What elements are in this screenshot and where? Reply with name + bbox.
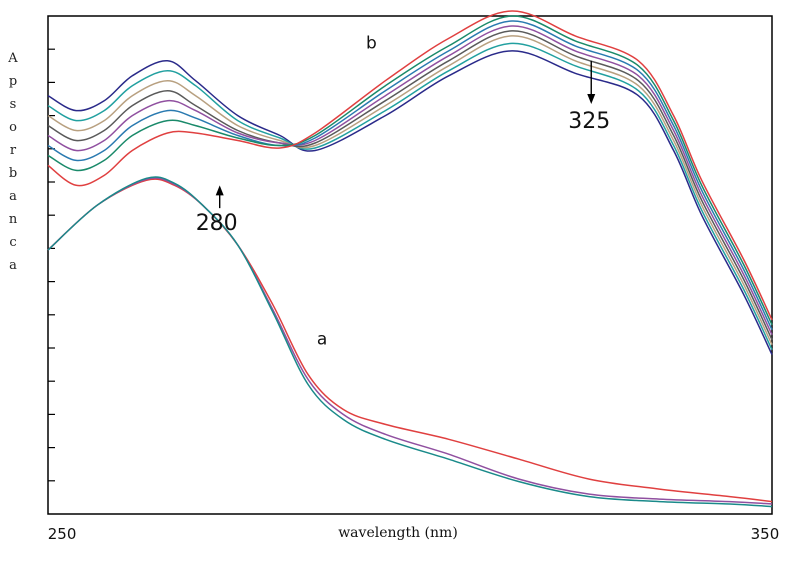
y-label-letter: p [9, 74, 17, 89]
curve-b-line-2 [47, 42, 773, 351]
plot-area-border [47, 15, 773, 515]
y-label-letter: o [9, 120, 17, 135]
x-axis-tick-labels: 250 350 [48, 525, 780, 543]
y-label-letter: c [9, 235, 16, 250]
annotation-280: 280 [196, 211, 238, 236]
curve-b-line-5 [47, 25, 773, 336]
curve-b-line-1 [47, 50, 773, 355]
series-group [47, 10, 773, 508]
annotation-325: 325 [568, 109, 610, 134]
curve-b-line-4 [47, 30, 773, 341]
x-tick-label: 350 [751, 525, 780, 543]
curve-a-line-1 [47, 178, 773, 503]
y-label-letter: A [7, 51, 18, 66]
arrowhead-325 [587, 94, 596, 105]
annotation-a: a [317, 330, 327, 350]
y-axis-ticks [48, 48, 55, 482]
y-label-letter: n [9, 212, 18, 227]
y-label-letter: b [9, 166, 17, 181]
curve-b-line-3 [47, 35, 773, 346]
arrowhead-280 [215, 185, 224, 196]
plot-frame [47, 15, 773, 515]
x-tick-label: 250 [48, 525, 77, 543]
curve-b-line-7 [47, 15, 773, 326]
curve-a-line-3 [47, 176, 773, 508]
curve-b-line-8 [47, 10, 773, 321]
annotation-b: b [366, 33, 377, 53]
y-label-letter: a [9, 189, 17, 204]
y-label-letter: s [10, 97, 17, 112]
curve-a-line-2 [47, 177, 773, 505]
curve-b-line-6 [47, 20, 773, 331]
y-label-letter: r [10, 143, 17, 158]
x-axis-label: wavelength (nm) [338, 525, 458, 541]
y-label-letter: a [9, 258, 17, 273]
annotations: b a 280 325 [196, 33, 611, 349]
